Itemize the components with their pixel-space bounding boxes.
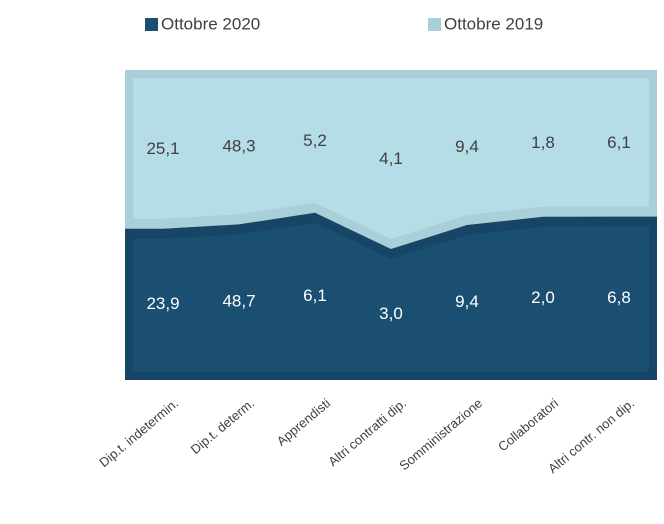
legend-swatch — [428, 18, 441, 31]
value-label: 4,1 — [379, 149, 403, 168]
value-label: 5,2 — [303, 131, 327, 150]
value-label: 6,8 — [607, 288, 631, 307]
value-label: 23,9 — [146, 294, 179, 313]
x-tick-label: Dip.t. indetermin. — [96, 395, 181, 470]
value-label: 9,4 — [455, 292, 479, 311]
legend-swatch — [145, 18, 158, 31]
x-tick-label: Collaboratori — [495, 395, 561, 454]
area-bottom — [133, 222, 649, 372]
value-label: 48,3 — [222, 137, 255, 156]
value-label: 48,7 — [222, 292, 255, 311]
legend-label: Ottobre 2019 — [444, 14, 543, 33]
x-tick-label: Altri contratti dip. — [325, 395, 409, 469]
value-label: 3,0 — [379, 304, 403, 323]
value-label: 6,1 — [303, 286, 327, 305]
value-label: 9,4 — [455, 137, 479, 156]
x-tick-label: Apprendisti — [274, 395, 334, 448]
area-top — [133, 78, 649, 239]
legend-label: Ottobre 2020 — [161, 14, 260, 33]
value-label: 2,0 — [531, 288, 555, 307]
value-label: 1,8 — [531, 133, 555, 152]
x-tick-label: Somministrazione — [396, 395, 485, 473]
value-label: 25,1 — [146, 139, 179, 158]
x-tick-label: Dip.t. determ. — [188, 395, 257, 457]
value-label: 6,1 — [607, 133, 631, 152]
